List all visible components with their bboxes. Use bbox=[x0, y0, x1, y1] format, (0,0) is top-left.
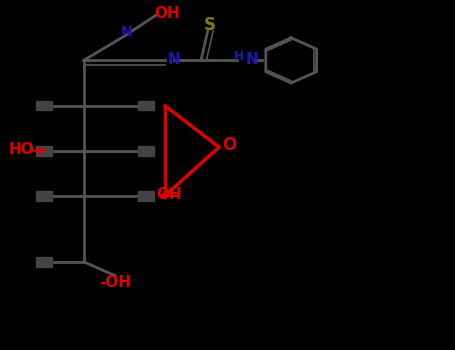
Text: HO: HO bbox=[8, 142, 34, 157]
Bar bbox=[36, 191, 52, 201]
Text: N: N bbox=[121, 25, 132, 39]
Text: O: O bbox=[222, 136, 236, 154]
Bar bbox=[138, 146, 154, 155]
Bar bbox=[36, 146, 52, 155]
Bar bbox=[36, 257, 52, 267]
Bar bbox=[36, 101, 52, 110]
Text: N: N bbox=[246, 52, 259, 67]
Text: OH: OH bbox=[154, 6, 180, 21]
Bar bbox=[138, 101, 154, 110]
Text: -OH: -OH bbox=[99, 275, 131, 290]
Text: H: H bbox=[234, 50, 244, 63]
Bar bbox=[138, 191, 154, 201]
Text: OH: OH bbox=[156, 187, 182, 202]
Text: S: S bbox=[204, 16, 216, 34]
Text: N: N bbox=[167, 52, 180, 67]
